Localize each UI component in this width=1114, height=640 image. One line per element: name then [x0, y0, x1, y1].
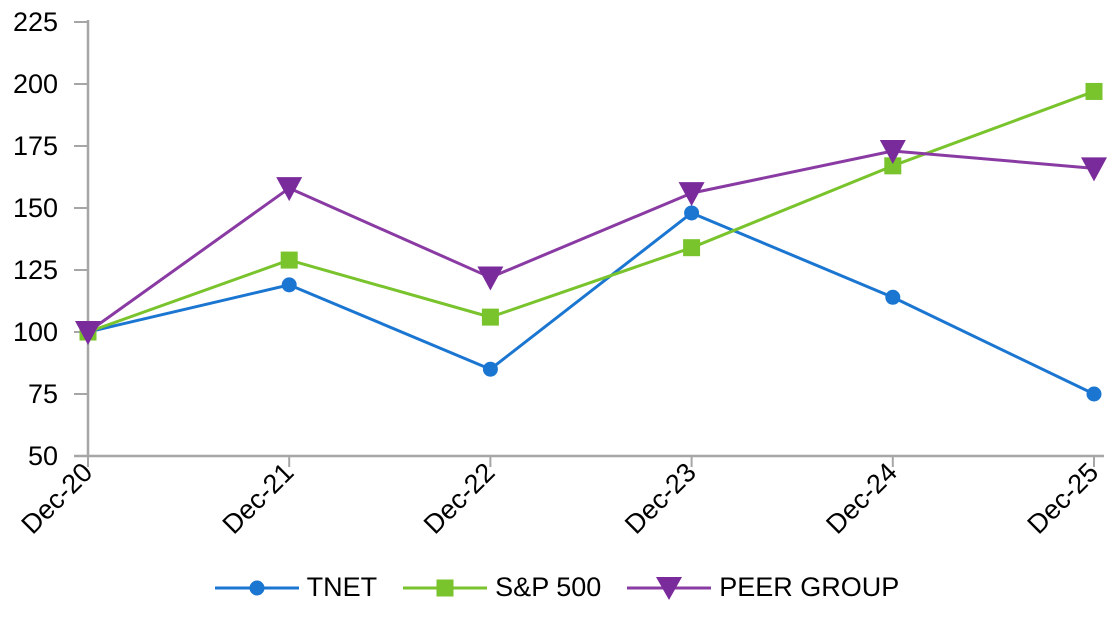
- data-point-s-p-500: [1085, 82, 1103, 100]
- legend-marker-tnet: [214, 580, 299, 595]
- y-tick-label: 200: [13, 69, 58, 99]
- y-tick-label: 150: [13, 193, 58, 223]
- legend-item-s-p-500: S&P 500: [403, 572, 601, 603]
- y-tick-label: 125: [13, 255, 58, 285]
- y-tick-label: 175: [13, 131, 58, 161]
- data-point-tnet: [684, 205, 700, 221]
- data-point-tnet: [482, 361, 498, 377]
- data-point-tnet: [1086, 386, 1102, 402]
- data-point-peer-group: [477, 266, 504, 291]
- data-point-peer-group: [276, 177, 303, 202]
- data-point-tnet: [885, 289, 901, 305]
- data-point-peer-group: [75, 321, 101, 345]
- x-tick-label: Dec-22: [418, 457, 501, 540]
- x-tick-label: Dec-21: [217, 457, 300, 540]
- y-tick-label: 100: [13, 317, 58, 347]
- data-point-s-p-500: [280, 251, 298, 269]
- series-s-p-500: [79, 82, 1103, 341]
- legend-item-tnet: TNET: [214, 572, 378, 603]
- data-point-s-p-500: [481, 308, 499, 326]
- series-line-peer-group: [86, 149, 1096, 334]
- x-tick-label: Dec-24: [820, 457, 903, 540]
- x-tick-label: Dec-23: [619, 457, 702, 540]
- data-point-s-p-500: [884, 157, 902, 175]
- y-tick-label: 50: [28, 441, 58, 471]
- legend-label-peer-group: PEER GROUP: [719, 572, 900, 602]
- legend-item-peer-group: PEER GROUP: [627, 572, 899, 603]
- y-tick-label: 75: [28, 379, 58, 409]
- square-marker-icon: [436, 579, 454, 596]
- x-tick-label: Dec-25: [1021, 457, 1104, 540]
- data-point-tnet: [281, 277, 297, 293]
- series-peer-group: [75, 139, 1107, 345]
- legend-marker-peer-group: [627, 576, 712, 600]
- y-tick-label: 225: [13, 7, 58, 37]
- triangle-down-marker-icon: [656, 576, 683, 600]
- legend-label-tnet: TNET: [306, 572, 378, 602]
- data-point-peer-group: [879, 139, 906, 164]
- circle-marker-icon: [249, 580, 265, 595]
- legend-label-s-p-500: S&P 500: [495, 572, 602, 602]
- series-line-tnet: [86, 211, 1096, 396]
- data-point-s-p-500: [683, 239, 701, 257]
- legend-marker-s-p-500: [403, 579, 488, 596]
- chart-legend: TNET S&P 500 PEER GROUP: [0, 572, 1114, 603]
- data-point-peer-group: [678, 182, 705, 207]
- data-point-peer-group: [1081, 157, 1107, 182]
